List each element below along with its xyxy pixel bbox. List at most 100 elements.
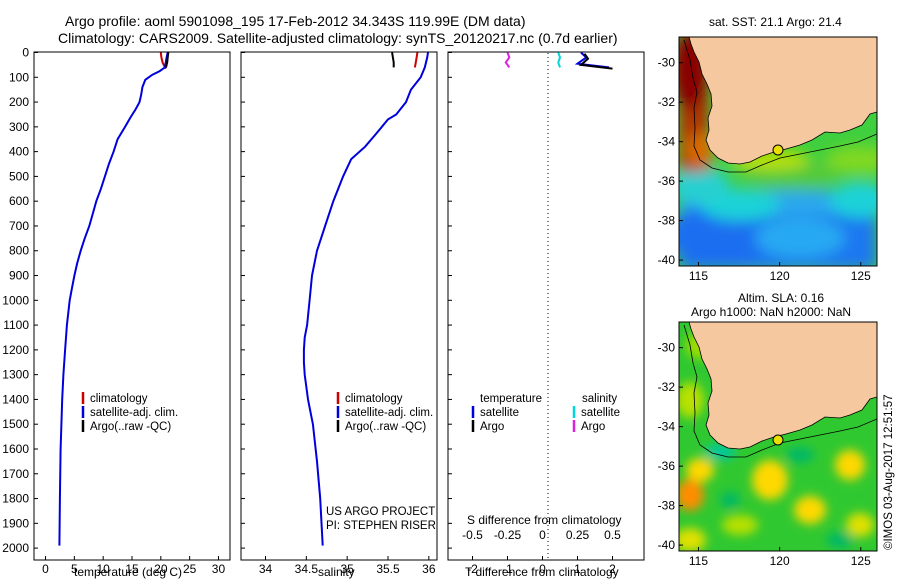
difference-series <box>504 51 613 70</box>
sla-map-axes: 115 120 125 -30 -32 -34 -36 -38 -40 <box>658 341 871 568</box>
t-difference-x-label: T difference from climatology <box>465 565 619 579</box>
s-difference-x-axis: -0.5 -0.25 0 0.25 0.5 <box>462 528 621 542</box>
argo-location-marker <box>772 144 784 156</box>
legend-label-sal-satellite: satellite <box>581 407 620 419</box>
x-tick-label: 30 <box>212 562 226 576</box>
title-line-1: Argo profile: aoml 5901098_195 17-Feb-20… <box>65 13 526 29</box>
legend-label-satellite: satellite-adj. clim. <box>90 407 178 419</box>
depth-tick-label: 1700 <box>2 467 29 481</box>
depth-tick-label: 1800 <box>2 492 29 506</box>
temperature-plot-frame <box>33 51 231 561</box>
sla-map-subtitle: Argo h1000: NaN h2000: NaN <box>691 305 851 319</box>
difference-legend: temperature satellite Argo salinity sate… <box>471 393 620 433</box>
map-y-tick-label: -32 <box>658 380 676 394</box>
series-line-satellite-adj-clim- <box>302 52 429 546</box>
salinity-x-axis: 34 34.5 35 35.5 36 <box>259 556 436 576</box>
x-tick-label: 20 <box>154 562 168 576</box>
x-tick-label: 0 <box>539 562 546 576</box>
x-tick-label: 35.5 <box>376 562 400 576</box>
salinity-plot-frame <box>240 51 438 561</box>
series-line-satellite-adj-clim- <box>58 52 169 546</box>
map-y-tick-label: -38 <box>658 214 676 228</box>
x-tick-label: 5 <box>71 562 78 576</box>
legend-label-sal-argo: Argo <box>581 421 605 433</box>
salinity-legend: climatology satellite-adj. clim. Argo(..… <box>336 392 433 433</box>
x-tick-label: 34 <box>259 562 273 576</box>
map-x-tick-label: 125 <box>851 269 871 283</box>
x-tick-label: 2 <box>609 562 616 576</box>
depth-tick-label: 300 <box>9 120 29 134</box>
map-y-tick-label: -40 <box>658 538 676 552</box>
depth-tick-label: 1100 <box>3 318 29 332</box>
depth-tick-label: 1300 <box>2 368 29 382</box>
sla-map-title: Altim. SLA: 0.16 <box>738 291 824 305</box>
s-tick-label: 0.25 <box>566 528 590 542</box>
map-y-tick-label: -36 <box>658 174 676 188</box>
temperature-legend: climatology satellite-adj. clim. Argo(..… <box>81 392 178 433</box>
x-tick-label: 34.5 <box>295 562 319 576</box>
sla-map-frame <box>678 321 878 552</box>
legend-heading-salinity: salinity <box>582 393 617 405</box>
legend-label-climatology: climatology <box>90 393 148 405</box>
temperature-x-label: temperature (deg C) <box>74 565 182 579</box>
legend-heading-temperature: temperature <box>480 393 542 405</box>
sst-map <box>679 37 877 266</box>
map-y-tick-label: -30 <box>658 341 676 355</box>
series-line-temperature-argo <box>578 53 613 70</box>
depth-tick-label: 900 <box>9 269 29 283</box>
depth-tick-label: 0 <box>22 46 29 60</box>
series-line-argo-raw-qc- <box>165 52 170 68</box>
series-line-salinity-argo <box>504 52 511 68</box>
x-tick-label: 15 <box>125 562 139 576</box>
map-y-tick-label: -38 <box>658 499 676 513</box>
s-tick-label: -0.25 <box>494 528 522 542</box>
s-tick-label: 0.5 <box>604 528 621 542</box>
s-tick-label: 0 <box>539 528 546 542</box>
depth-tick-label: 1200 <box>2 343 29 357</box>
map-x-tick-label: 115 <box>689 269 708 283</box>
depth-tick-label: 2000 <box>2 541 29 555</box>
map-x-tick-label: 115 <box>689 554 708 568</box>
argo-location-marker <box>772 434 784 446</box>
depth-tick-label: 1900 <box>2 516 29 530</box>
map-y-tick-label: -36 <box>658 459 676 473</box>
sst-map-frame <box>678 36 878 267</box>
legend-label-temp-argo: Argo <box>480 421 504 433</box>
x-tick-label: 36 <box>422 562 436 576</box>
depth-tick-label: 1000 <box>2 293 29 307</box>
depth-tick-label: 400 <box>9 145 29 159</box>
map-x-tick-label: 120 <box>770 269 790 283</box>
salinity-series <box>302 52 429 546</box>
legend-label-climatology: climatology <box>345 393 403 405</box>
map-y-tick-label: -32 <box>658 95 676 109</box>
temperature-x-axis: 0 5 10 15 20 25 30 <box>42 556 225 576</box>
x-tick-label: 0 <box>42 562 49 576</box>
map-x-tick-label: 125 <box>851 554 871 568</box>
s-difference-x-label: S difference from climatology <box>467 513 622 527</box>
salinity-x-label: salinity <box>318 565 355 579</box>
t-difference-x-axis: -2 -1 0 1 2 <box>467 556 616 576</box>
legend-label-argo: Argo(..raw -QC) <box>90 421 171 433</box>
imos-credit: ©IMOS 03-Aug-2017 12:51:57 <box>883 394 895 550</box>
depth-tick-label: 1600 <box>2 442 29 456</box>
depth-tick-label: 700 <box>9 219 29 233</box>
legend-label-satellite: satellite-adj. clim. <box>345 407 433 419</box>
sst-map-axes: 115 120 125 -30 -32 -34 -36 -38 -40 <box>658 56 871 283</box>
depth-axis: 0 100 200 300 400 500 600 700 800 900 1000 1100 1200… <box>2 46 452 555</box>
sst-map-title: sat. SST: 21.1 Argo: 21.4 <box>709 15 842 29</box>
map-y-tick-label: -34 <box>658 420 676 434</box>
series-line-argo-raw-qc- <box>391 52 395 68</box>
map-y-tick-label: -40 <box>658 253 676 267</box>
depth-tick-label: 1400 <box>2 392 29 406</box>
legend-label-temp-satellite: satellite <box>480 407 519 419</box>
legend-label-argo: Argo(..raw -QC) <box>345 421 426 433</box>
depth-tick-label: 100 <box>9 70 29 84</box>
x-tick-label: 35 <box>340 562 354 576</box>
depth-tick-label: 200 <box>9 95 29 109</box>
pi-annotation: PI: STEPHEN RISER <box>326 520 436 532</box>
project-annotation: US ARGO PROJECT <box>326 506 435 518</box>
depth-tick-label: 500 <box>9 169 29 183</box>
title-line-2: Climatology: CARS2009. Satellite-adjuste… <box>58 30 618 46</box>
x-tick-label: -2 <box>467 562 478 576</box>
